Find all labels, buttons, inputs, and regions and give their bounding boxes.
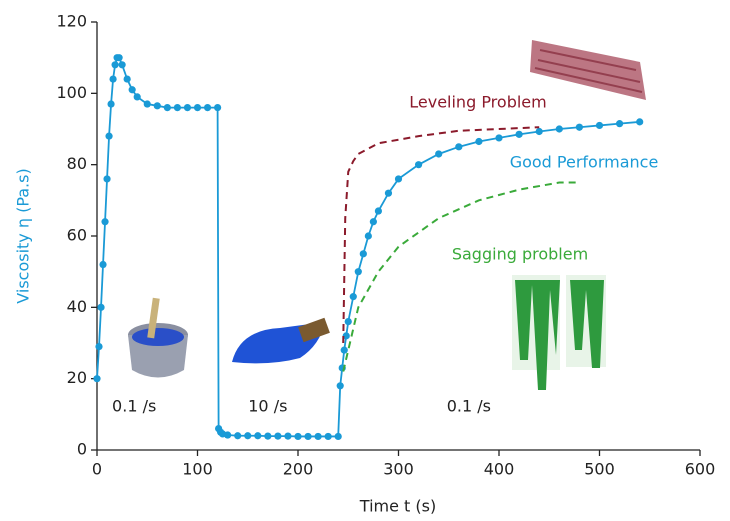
x-tick-label: 400: [484, 460, 515, 479]
data-point: [234, 432, 241, 439]
data-point: [107, 100, 114, 107]
x-tick-label: 500: [584, 460, 615, 479]
data-point: [99, 261, 106, 268]
data-point: [516, 131, 523, 138]
data-point: [294, 433, 301, 440]
shear-rate-label: 0.1 /s: [112, 397, 156, 416]
data-point: [370, 218, 377, 225]
data-point: [109, 75, 116, 82]
data-point: [95, 343, 102, 350]
y-tick-label: 40: [67, 297, 87, 316]
data-point: [345, 318, 352, 325]
data-point: [360, 250, 367, 257]
data-point: [129, 86, 136, 93]
data-point: [97, 304, 104, 311]
data-point: [214, 104, 221, 111]
data-point: [355, 268, 362, 275]
data-point: [385, 190, 392, 197]
data-point: [264, 432, 271, 439]
data-point: [335, 433, 342, 440]
data-point: [124, 75, 131, 82]
good-label: Good Performance: [510, 153, 659, 172]
data-point: [144, 100, 151, 107]
data-point: [116, 54, 123, 61]
sagging-label: Sagging problem: [452, 245, 588, 264]
chart: Time t (s) Viscosity η (Pa.s) Leveling P…: [0, 0, 730, 521]
data-point: [435, 150, 442, 157]
data-point: [315, 433, 322, 440]
data-point: [93, 375, 100, 382]
data-point: [337, 382, 344, 389]
data-point: [119, 61, 126, 68]
data-point: [415, 161, 422, 168]
data-point: [103, 175, 110, 182]
y-tick-label: 20: [67, 368, 87, 387]
data-point: [395, 175, 402, 182]
data-point: [244, 432, 251, 439]
data-point: [350, 293, 357, 300]
y-tick-label: 0: [77, 440, 87, 459]
data-point: [325, 433, 332, 440]
data-point: [101, 218, 108, 225]
data-point: [154, 102, 161, 109]
leveling-texture-image: [530, 40, 646, 100]
data-point: [224, 431, 231, 438]
data-point: [536, 128, 543, 135]
data-point: [636, 118, 643, 125]
shear-rate-label: 10 /s: [248, 397, 287, 416]
y-tick-label: 80: [67, 154, 87, 173]
data-point: [164, 104, 171, 111]
data-point: [365, 232, 372, 239]
data-point: [596, 122, 603, 129]
data-point: [284, 432, 291, 439]
paint-can-image: [128, 298, 188, 378]
data-point: [111, 61, 118, 68]
data-point: [375, 207, 382, 214]
data-point: [134, 93, 141, 100]
data-point: [274, 432, 281, 439]
data-point: [194, 104, 201, 111]
data-point: [204, 104, 211, 111]
data-point: [495, 134, 502, 141]
y-tick-label: 120: [56, 12, 87, 31]
shear-rate-label: 0.1 /s: [447, 397, 491, 416]
data-point: [304, 433, 311, 440]
y-tick-label: 60: [67, 226, 87, 245]
y-axis-label: Viscosity η (Pa.s): [14, 168, 33, 303]
x-axis-label: Time t (s): [359, 497, 436, 516]
data-point: [184, 104, 191, 111]
brush-stroke-image: [232, 318, 330, 364]
leveling-label: Leveling Problem: [409, 93, 546, 112]
x-tick-label: 600: [685, 460, 716, 479]
y-tick-label: 100: [56, 83, 87, 102]
data-point: [455, 143, 462, 150]
sagging-drips-image: [512, 275, 606, 390]
x-tick-label: 100: [182, 460, 213, 479]
data-point: [475, 138, 482, 145]
x-tick-label: 0: [92, 460, 102, 479]
data-point: [616, 120, 623, 127]
data-point: [105, 133, 112, 140]
data-point: [341, 347, 348, 354]
data-point: [174, 104, 181, 111]
data-point: [254, 432, 261, 439]
x-tick-label: 200: [283, 460, 314, 479]
data-point: [576, 124, 583, 131]
x-tick-label: 300: [383, 460, 414, 479]
data-point: [556, 125, 563, 132]
